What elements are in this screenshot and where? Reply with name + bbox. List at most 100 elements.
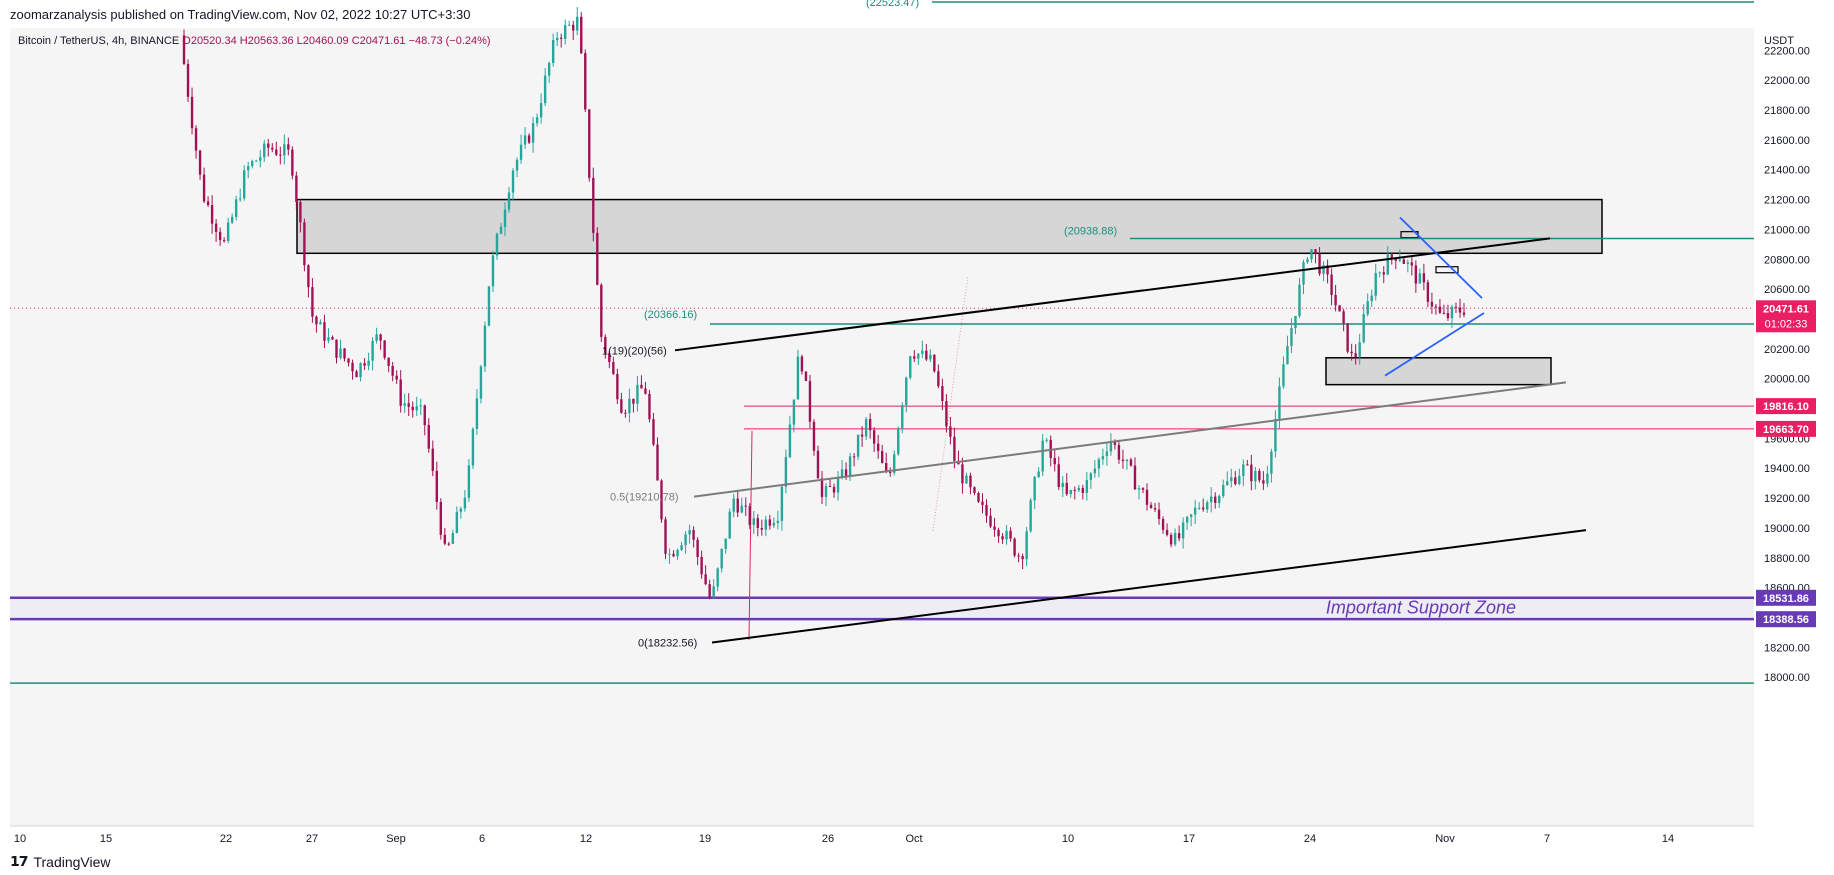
- last-price-countdown: 01:02:33: [1765, 318, 1808, 330]
- candle-body: [1454, 306, 1458, 308]
- candle-body: [475, 398, 479, 429]
- candle-body: [1290, 327, 1293, 347]
- candle-body: [885, 463, 888, 473]
- label-support-zone: Important Support Zone: [1326, 598, 1516, 618]
- candle-body: [423, 405, 426, 426]
- candle-body: [1001, 536, 1004, 540]
- candle-body: [1278, 386, 1281, 419]
- candle-body: [186, 63, 190, 97]
- candle-body: [736, 498, 739, 513]
- candle-body: [1121, 459, 1125, 462]
- chart-canvas[interactable]: (22523.47) (20938.88) (20366.16) 1(19)(20)(…: [0, 0, 1834, 846]
- candle-body: [527, 135, 531, 143]
- price-label-19663-70: 19663.70: [1763, 424, 1809, 436]
- candle-body: [872, 430, 876, 444]
- candle-body: [1149, 504, 1153, 509]
- candle-body: [636, 384, 639, 404]
- candle-body: [1045, 439, 1048, 441]
- x-axis-tick: 24: [1304, 833, 1316, 845]
- label-fib-0: 0(18232.56): [638, 638, 697, 650]
- candle-body: [1097, 459, 1101, 469]
- candle-body: [1326, 265, 1329, 275]
- x-axis-tick: 22: [220, 833, 232, 845]
- x-axis-tick: Nov: [1435, 833, 1455, 845]
- candle-body: [1009, 530, 1012, 539]
- candle-body: [945, 401, 948, 427]
- candle-body: [495, 233, 499, 256]
- symbol-line: Bitcoin / TetherUS, 4h, BINANCE O20520.3…: [18, 35, 491, 47]
- candle-body: [860, 434, 864, 437]
- candle-body: [989, 515, 992, 527]
- x-axis-tick: 14: [1662, 833, 1674, 845]
- candle-body: [182, 35, 186, 64]
- candle-body: [1446, 313, 1450, 319]
- candle-body: [395, 375, 398, 380]
- ohlc-change: −48.73 (−0.24%): [409, 35, 491, 47]
- candle-body: [419, 405, 422, 407]
- candle-body: [1286, 346, 1289, 365]
- candle-body: [1250, 464, 1253, 482]
- candle-body: [375, 334, 378, 341]
- candle-body: [519, 144, 523, 160]
- candle-body: [696, 539, 699, 558]
- candle-body: [1362, 314, 1365, 343]
- candle-body: [953, 436, 956, 461]
- candle-body: [443, 534, 447, 544]
- candle-body: [1242, 464, 1245, 476]
- candle-body: [491, 255, 495, 287]
- candle-body: [1354, 353, 1357, 357]
- candle-body: [772, 522, 776, 526]
- last-price-tag-bg: [1756, 300, 1816, 333]
- candle-body: [303, 222, 306, 266]
- candle-body: [568, 24, 571, 26]
- candle-body: [977, 492, 980, 502]
- candle-body: [1374, 273, 1377, 296]
- channel-lower-line: [711, 529, 1587, 644]
- candle-body: [247, 166, 250, 171]
- tradingview-logo[interactable]: 𝟭𝟳 TradingView: [10, 853, 111, 870]
- candle-body: [1342, 311, 1345, 324]
- candle-body: [732, 498, 735, 512]
- price-label-18388-56-bg: [1756, 611, 1816, 628]
- candle-body: [319, 322, 322, 325]
- candle-body: [403, 403, 406, 406]
- support-box: [1325, 357, 1552, 386]
- candle-body: [852, 456, 856, 458]
- candle-body: [712, 586, 715, 598]
- candle-body: [808, 380, 812, 422]
- ohlc-high: H20563.36: [240, 35, 297, 47]
- label-fib-1: 1(19)(20)(56): [602, 345, 667, 357]
- candle-body: [1386, 254, 1389, 275]
- candle-body: [471, 428, 475, 466]
- candle-body: [1402, 259, 1406, 264]
- candle-body: [592, 177, 595, 233]
- candle-body: [1322, 265, 1325, 274]
- candle-body: [1173, 533, 1177, 545]
- candle-body: [1109, 441, 1113, 452]
- y-axis-tick: 21800.00: [1764, 105, 1810, 117]
- candle-body: [1238, 475, 1241, 485]
- last-price-value: 20471.61: [1763, 303, 1809, 315]
- x-axis-tick: Oct: [905, 833, 922, 845]
- candle-body: [800, 356, 804, 372]
- candle-body: [359, 363, 362, 378]
- candle-body: [913, 356, 916, 359]
- candle-body: [206, 201, 210, 206]
- candle-body: [435, 470, 438, 503]
- candle-body: [1338, 305, 1341, 312]
- candle-body: [391, 365, 394, 376]
- candle-body: [447, 543, 451, 545]
- x-axis-tick: 7: [1544, 833, 1550, 845]
- candle-body: [965, 475, 968, 484]
- candle-body: [543, 75, 547, 104]
- candle-body: [539, 103, 543, 118]
- candle-body: [202, 174, 206, 202]
- candle-body: [1422, 273, 1426, 283]
- candle-body: [624, 412, 627, 414]
- candle-body: [792, 399, 796, 425]
- candle-body: [1065, 482, 1068, 495]
- price-label-18531-86-bg: [1756, 589, 1816, 606]
- candle-body: [764, 519, 768, 530]
- candle-body: [1266, 473, 1269, 484]
- candle-body: [1113, 441, 1117, 445]
